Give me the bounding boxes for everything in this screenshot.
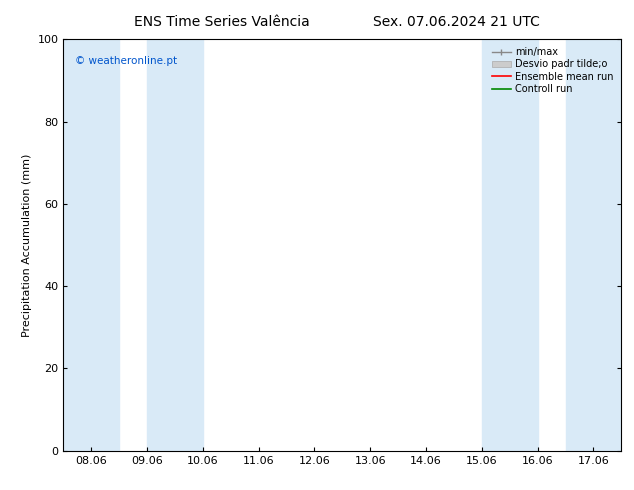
Text: © weatheronline.pt: © weatheronline.pt <box>75 56 177 66</box>
Text: Sex. 07.06.2024 21 UTC: Sex. 07.06.2024 21 UTC <box>373 15 540 29</box>
Bar <box>147 39 203 451</box>
Legend: min/max, Desvio padr tilde;o, Ensemble mean run, Controll run: min/max, Desvio padr tilde;o, Ensemble m… <box>489 44 616 97</box>
Bar <box>482 39 538 451</box>
Bar <box>566 39 621 451</box>
Y-axis label: Precipitation Accumulation (mm): Precipitation Accumulation (mm) <box>22 153 32 337</box>
Text: ENS Time Series Valência: ENS Time Series Valência <box>134 15 310 29</box>
Bar <box>63 39 119 451</box>
